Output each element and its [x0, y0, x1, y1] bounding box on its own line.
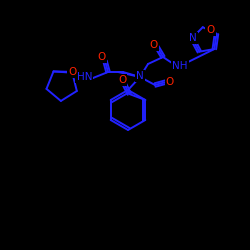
Text: O: O [98, 52, 106, 62]
Text: O: O [68, 67, 76, 77]
Text: N: N [136, 71, 144, 81]
Text: O: O [118, 75, 126, 85]
Text: O: O [166, 77, 174, 87]
Text: HN: HN [76, 72, 92, 82]
Text: O: O [206, 24, 215, 34]
Text: O: O [150, 40, 158, 50]
Text: NH: NH [172, 61, 188, 71]
Text: N: N [189, 33, 197, 43]
